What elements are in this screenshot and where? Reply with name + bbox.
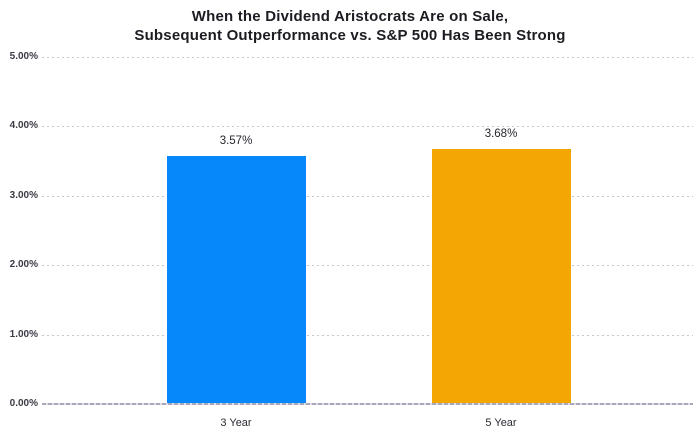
gridline [42, 195, 693, 197]
y-axis-tick-label: 5.00% [9, 51, 38, 62]
x-axis-baseline [42, 403, 693, 405]
gridline [42, 57, 693, 58]
bar-5-year [431, 148, 571, 403]
bar-value-label-3-year: 3.57% [219, 135, 253, 148]
chart-title-line1: When the Dividend Aristocrats Are on Sal… [191, 8, 509, 25]
y-axis-tick-label: 0.00% [9, 398, 38, 409]
bar-value-label-5-year: 3.68% [484, 127, 518, 140]
chart-title-line2: Subsequent Outperformance vs. S&P 500 Ha… [134, 27, 566, 44]
x-axis-label-5-year: 5 Year [485, 417, 517, 429]
y-axis-tick-label: 3.00% [9, 189, 38, 201]
y-axis-tick-label: 1.00% [9, 328, 38, 340]
x-axis-label-3-year: 3 Year [220, 417, 252, 429]
y-axis-tick-label: 2.00% [9, 259, 38, 271]
gridline [42, 126, 693, 128]
bar-3-year [166, 156, 306, 403]
y-axis-tick-label: 4.00% [9, 120, 38, 132]
gridline [42, 265, 693, 267]
chart-title: When the Dividend Aristocrats Are on Sal… [0, 7, 700, 45]
gridline [42, 334, 693, 336]
